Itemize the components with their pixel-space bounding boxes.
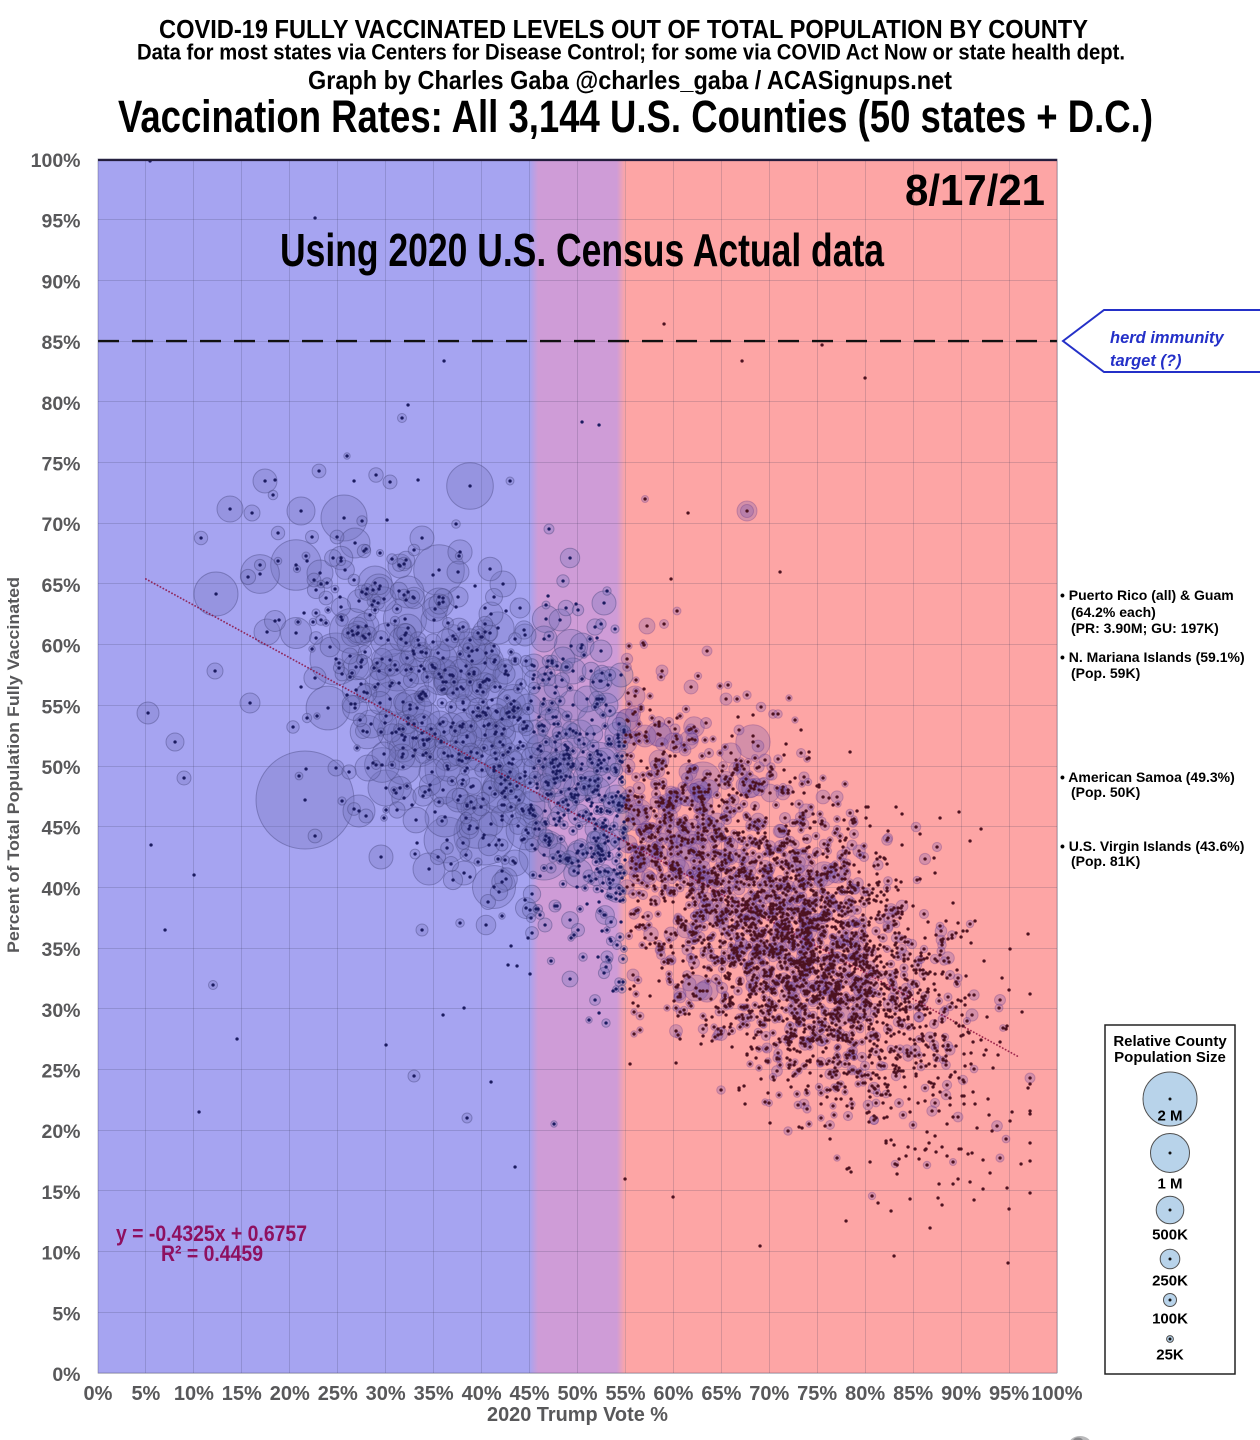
svg-text:Using 2020 U.S. Census Actual: Using 2020 U.S. Census Actual data [280,224,884,276]
svg-text:25%: 25% [318,1383,358,1405]
svg-text:50%: 50% [41,757,80,779]
svg-text:60%: 60% [653,1383,693,1405]
svg-text:80%: 80% [41,393,80,415]
svg-text:2020 Trump Vote %: 2020 Trump Vote % [487,1403,668,1426]
svg-text:60%: 60% [41,636,80,658]
svg-text:90%: 90% [941,1383,981,1405]
svg-text:Percent of Total Population Fu: Percent of Total Population Fully Vaccin… [4,577,23,953]
svg-text:• N. Mariana Islands (59.1%): • N. Mariana Islands (59.1%) [1060,649,1245,665]
svg-text:30%: 30% [41,1000,80,1022]
svg-text:0%: 0% [84,1383,113,1405]
svg-text:70%: 70% [749,1383,789,1405]
svg-text:80%: 80% [845,1383,885,1405]
svg-text:40%: 40% [462,1383,502,1405]
svg-text:45%: 45% [509,1383,549,1405]
svg-text:25%: 25% [41,1061,80,1083]
svg-text:20%: 20% [41,1121,80,1143]
svg-text:30%: 30% [366,1383,406,1405]
svg-text:20%: 20% [270,1383,310,1405]
svg-text:• Puerto Rico (all) & Guam: • Puerto Rico (all) & Guam [1060,587,1234,603]
svg-text:2 M: 2 M [1157,1108,1182,1125]
svg-text:15%: 15% [41,1182,80,1204]
svg-text:1 M: 1 M [1157,1176,1182,1193]
svg-text:55%: 55% [605,1383,645,1405]
svg-text:(Pop. 59K): (Pop. 59K) [1071,665,1140,681]
svg-text:10%: 10% [41,1243,80,1265]
svg-text:85%: 85% [41,332,80,354]
svg-text:45%: 45% [41,818,80,840]
svg-text:5%: 5% [131,1383,160,1405]
svg-text:85%: 85% [893,1383,933,1405]
svg-text:(64.2% each): (64.2% each) [1071,604,1156,620]
svg-text:10%: 10% [174,1383,214,1405]
svg-text:5%: 5% [52,1303,80,1325]
svg-text:(PR: 3.90M; GU: 197K): (PR: 3.90M; GU: 197K) [1071,620,1219,636]
svg-text:100%: 100% [31,150,81,172]
svg-text:Relative County: Relative County [1113,1033,1227,1050]
svg-text:8/17/21: 8/17/21 [905,166,1045,215]
svg-text:90%: 90% [41,271,80,293]
svg-text:70%: 70% [41,514,80,536]
svg-text:• American Samoa (49.3%): • American Samoa (49.3%) [1060,769,1235,785]
svg-text:herd immunity: herd immunity [1110,329,1225,347]
svg-text:50%: 50% [557,1383,597,1405]
svg-text:65%: 65% [701,1383,741,1405]
svg-text:Vaccination Rates: All 3,144 U: Vaccination Rates: All 3,144 U.S. Counti… [118,91,1153,142]
svg-text:250K: 250K [1152,1273,1188,1290]
svg-text:target (?): target (?) [1110,352,1182,370]
svg-text:35%: 35% [41,939,80,961]
svg-text:500K: 500K [1152,1227,1188,1244]
svg-text:(Pop. 81K): (Pop. 81K) [1071,853,1140,869]
svg-text:100%: 100% [1031,1383,1082,1405]
svg-text:Data for most states via Cente: Data for most states via Centers for Dis… [137,40,1125,65]
svg-text:95%: 95% [989,1383,1029,1405]
svg-text:40%: 40% [41,878,80,900]
svg-text:95%: 95% [41,211,80,233]
svg-text:15%: 15% [222,1383,262,1405]
svg-text:35%: 35% [414,1383,454,1405]
svg-text:(Pop. 50K): (Pop. 50K) [1071,784,1140,800]
svg-text:65%: 65% [41,575,80,597]
svg-text:25K: 25K [1156,1347,1184,1364]
svg-text:Population Size: Population Size [1114,1049,1226,1066]
svg-text:R² = 0.4459: R² = 0.4459 [161,1241,263,1266]
svg-text:75%: 75% [41,454,80,476]
svg-text:100K: 100K [1152,1311,1188,1328]
svg-text:55%: 55% [41,696,80,718]
svg-text:75%: 75% [797,1383,837,1405]
svg-text:• U.S. Virgin Islands (43.6%): • U.S. Virgin Islands (43.6%) [1060,838,1244,854]
svg-text:0%: 0% [52,1364,80,1386]
